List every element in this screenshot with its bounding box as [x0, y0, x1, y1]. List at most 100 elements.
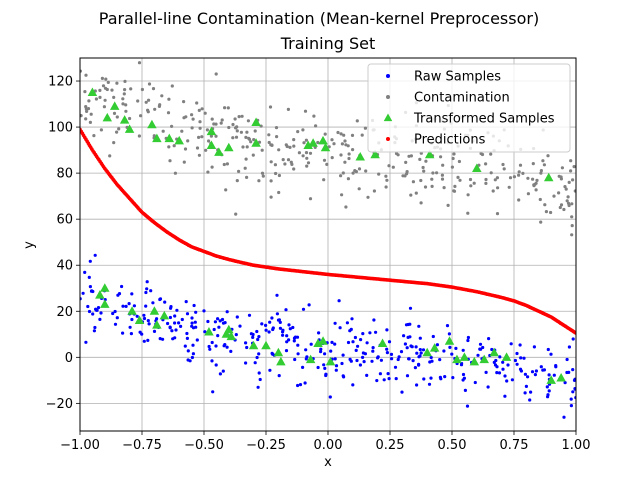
raw-sample-point: [135, 314, 139, 318]
transformed-point: [174, 135, 184, 145]
transformed-point: [318, 336, 328, 345]
contamination-point: [419, 178, 423, 183]
contamination-point: [570, 224, 574, 228]
raw-sample-point: [301, 307, 306, 311]
contamination-point: [197, 108, 201, 112]
raw-sample-point: [158, 337, 162, 341]
raw-sample-point: [127, 302, 131, 306]
raw-sample-point: [245, 345, 249, 350]
contamination-point: [364, 169, 368, 173]
raw-sample-point: [260, 322, 264, 326]
contamination-point: [198, 120, 202, 124]
raw-sample-point: [169, 306, 173, 310]
raw-sample-point: [571, 390, 575, 394]
raw-sample-point: [322, 363, 326, 367]
raw-sample-point: [285, 334, 289, 338]
contamination-point: [419, 201, 423, 205]
transformed-point: [273, 347, 284, 357]
raw-sample-point: [281, 330, 285, 334]
raw-sample-point: [430, 359, 434, 363]
contamination-point: [210, 117, 214, 121]
transformed-point: [95, 290, 105, 299]
contamination-point: [99, 128, 103, 132]
raw-sample-point: [375, 379, 379, 383]
raw-sample-point: [370, 359, 374, 363]
y-tick-label: 100: [48, 121, 73, 136]
raw-sample-point: [225, 310, 229, 314]
raw-sample-point: [214, 344, 218, 348]
contamination-point: [552, 194, 556, 198]
raw-sample-point: [284, 349, 289, 353]
raw-sample-point: [257, 371, 261, 375]
raw-sample-point: [121, 304, 125, 308]
contamination-point: [468, 177, 473, 182]
raw-sample-point: [539, 365, 543, 369]
contamination-point: [89, 112, 93, 116]
raw-sample-point: [184, 300, 188, 304]
raw-sample-point: [132, 304, 136, 308]
contamination-point: [526, 176, 530, 180]
raw-sample-point: [573, 387, 576, 391]
contamination-point: [290, 162, 294, 166]
transformed-point: [119, 115, 130, 124]
raw-sample-point: [356, 344, 360, 348]
raw-sample-point: [218, 319, 222, 323]
contamination-point: [549, 210, 553, 215]
transformed-point: [248, 340, 259, 350]
contamination-point: [346, 177, 350, 181]
raw-sample-point: [387, 377, 391, 381]
raw-sample-point: [394, 377, 398, 381]
contamination-point: [557, 191, 561, 195]
contamination-point: [212, 122, 216, 126]
contamination-point: [339, 174, 343, 178]
contamination-point: [404, 160, 408, 164]
raw-sample-point: [264, 323, 268, 327]
contamination-point: [167, 145, 171, 149]
legend-marker: [386, 74, 390, 78]
raw-sample-point: [506, 363, 510, 367]
contamination-point: [446, 203, 450, 207]
raw-sample-point: [385, 328, 389, 332]
legend-marker: [386, 137, 390, 141]
contamination-point: [98, 95, 102, 99]
contamination-point: [260, 148, 264, 152]
raw-sample-point: [220, 317, 225, 322]
raw-sample-point: [532, 345, 537, 349]
raw-sample-point: [450, 352, 454, 356]
contamination-point: [209, 134, 213, 138]
raw-sample-point: [87, 309, 92, 314]
transformed-point: [102, 112, 113, 122]
raw-sample-point: [408, 322, 412, 326]
raw-sample-point: [390, 357, 394, 361]
raw-sample-point: [203, 330, 207, 334]
transformed-point: [261, 340, 271, 350]
raw-sample-point: [130, 317, 134, 322]
raw-sample-point: [87, 275, 91, 279]
contamination-point: [292, 144, 296, 148]
raw-sample-point: [334, 364, 339, 368]
contamination-point: [269, 179, 273, 183]
raw-sample-point: [155, 317, 159, 321]
contamination-point: [84, 73, 88, 77]
raw-sample-point: [292, 339, 296, 343]
transformed-point: [127, 306, 137, 315]
contamination-point: [344, 205, 348, 209]
raw-sample-point: [515, 362, 519, 366]
contamination-point: [414, 191, 418, 195]
contamination-point: [246, 119, 250, 123]
contamination-point: [452, 152, 456, 156]
contamination-point: [191, 117, 195, 121]
contamination-point: [384, 185, 388, 189]
raw-sample-point: [216, 317, 220, 321]
raw-sample-point: [170, 329, 174, 333]
contamination-point: [268, 105, 273, 109]
raw-sample-point: [183, 344, 187, 348]
raw-sample-point: [378, 372, 382, 376]
contamination-point: [85, 109, 89, 113]
transformed-point: [124, 124, 135, 133]
transformed-point: [224, 142, 234, 152]
contamination-point: [534, 188, 538, 192]
raw-sample-point: [365, 341, 369, 345]
raw-sample-point: [298, 383, 303, 387]
contamination-point: [351, 148, 355, 152]
